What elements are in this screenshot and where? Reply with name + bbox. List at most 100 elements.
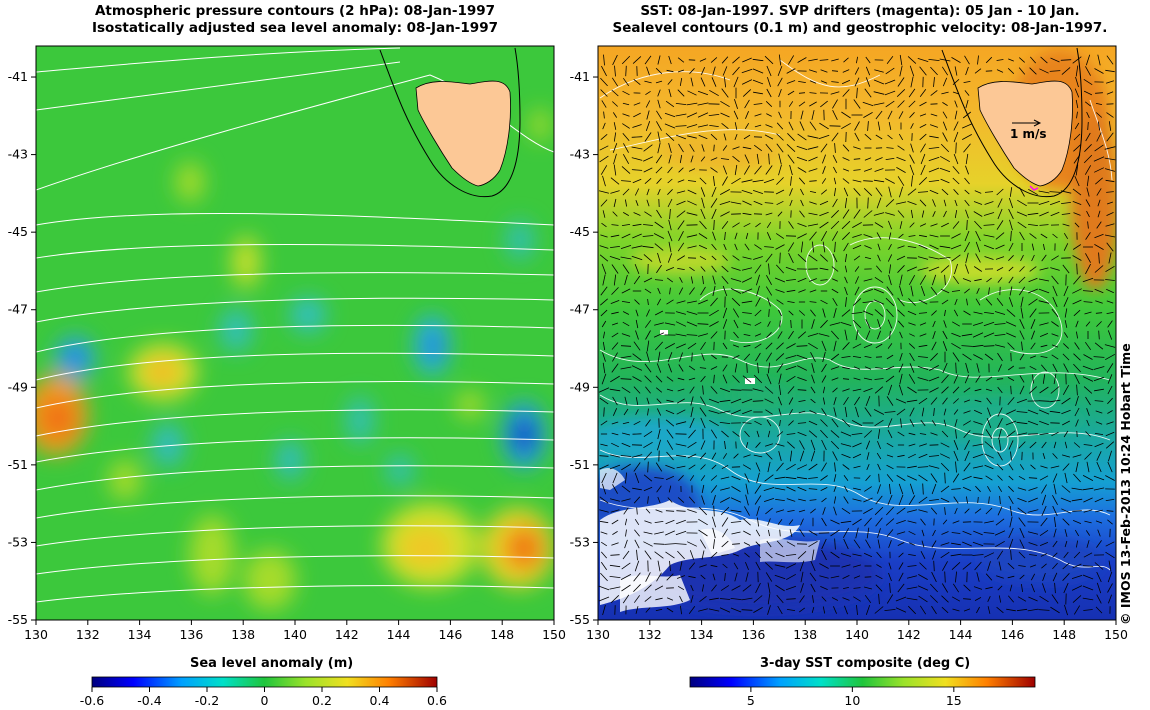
velocity-arrow <box>1106 288 1114 294</box>
velocity-arrow <box>1042 572 1046 582</box>
velocity-arrow <box>666 573 674 581</box>
velocity-arrow <box>1009 505 1013 517</box>
velocity-arrow <box>961 345 973 347</box>
velocity-arrow <box>820 69 828 73</box>
velocity-arrow <box>939 58 951 62</box>
velocity-arrow <box>994 311 1006 315</box>
velocity-arrow <box>1074 175 1080 187</box>
velocity-arrow <box>611 432 619 436</box>
velocity-arrow <box>645 386 651 394</box>
velocity-arrow <box>1007 377 1015 381</box>
velocity-arrow <box>621 288 631 294</box>
velocity-arrow <box>887 343 893 349</box>
velocity-arrow <box>1076 331 1078 339</box>
velocity-arrow <box>866 527 870 539</box>
velocity-arrow <box>1082 565 1094 567</box>
velocity-arrow <box>854 286 860 296</box>
velocity-arrow <box>809 191 817 193</box>
velocity-arrow <box>896 507 906 515</box>
velocity-arrow <box>765 143 773 153</box>
velocity-arrow <box>865 395 871 407</box>
velocity-arrow <box>1019 574 1025 580</box>
velocity-arrow <box>862 310 874 316</box>
velocity-arrow <box>1042 583 1046 593</box>
velocity-arrow <box>632 178 642 184</box>
velocity-arrow <box>799 210 805 218</box>
sst-cb-tick-label: 5 <box>747 693 755 708</box>
velocity-arrow <box>688 496 696 504</box>
velocity-arrow <box>730 278 742 282</box>
velocity-arrow <box>667 178 673 184</box>
velocity-arrow <box>713 219 715 231</box>
velocity-arrow <box>919 562 927 570</box>
velocity-arrow <box>819 200 829 206</box>
velocity-arrow <box>644 596 652 602</box>
velocity-arrow <box>985 388 993 392</box>
sla-colorbar-ticks: -0.6 -0.4 -0.2 0 0.2 0.4 0.6 <box>80 687 447 708</box>
velocity-arrow <box>787 386 795 394</box>
velocity-arrow <box>940 178 950 184</box>
velocity-arrow <box>1039 420 1049 426</box>
velocity-arrow <box>1061 454 1071 458</box>
velocity-arrow <box>951 342 961 350</box>
velocity-arrow <box>810 450 816 462</box>
velocity-arrow <box>863 344 873 348</box>
velocity-arrow <box>732 431 740 437</box>
velocity-arrow <box>831 132 839 142</box>
velocity-arrow <box>742 322 752 326</box>
velocity-arrow <box>1062 353 1070 361</box>
velocity-arrow <box>965 264 969 274</box>
velocity-arrow <box>875 495 883 505</box>
velocity-arrow <box>976 606 980 614</box>
velocity-arrow <box>964 189 970 195</box>
velocity-arrow <box>876 197 882 209</box>
velocity-arrow <box>598 190 610 194</box>
velocity-arrow <box>965 153 969 165</box>
velocity-arrow <box>687 441 697 449</box>
velocity-arrow <box>997 475 1003 481</box>
velocity-arrow <box>1050 606 1060 614</box>
velocity-arrow <box>908 443 916 447</box>
velocity-arrow <box>941 222 949 228</box>
velocity-arrow <box>734 363 738 373</box>
velocity-arrow <box>710 551 718 559</box>
velocity-arrow <box>798 607 806 613</box>
velocity-arrow <box>643 254 653 262</box>
velocity-arrow <box>1074 529 1080 537</box>
velocity-arrow <box>611 89 619 97</box>
velocity-arrow <box>931 274 937 286</box>
velocity-arrow <box>953 496 959 504</box>
velocity-arrow <box>942 330 948 340</box>
velocity-arrow <box>1071 575 1083 579</box>
velocity-arrow <box>920 551 926 559</box>
sea-level-anomaly-map <box>35 45 555 621</box>
velocity-arrow <box>688 429 696 439</box>
sla-cb-tick-label: -0.4 <box>137 693 161 708</box>
velocity-arrow <box>765 562 773 570</box>
velocity-arrow <box>766 221 772 229</box>
velocity-arrow <box>632 353 642 361</box>
velocity-arrow <box>855 527 859 539</box>
right-lon-tick-label: 144 <box>949 627 973 642</box>
velocity-arrow <box>1072 244 1082 250</box>
velocity-arrow <box>776 133 784 141</box>
left-lat-tick-label: -45 <box>8 224 28 239</box>
right-lon-tick-label: 132 <box>638 627 662 642</box>
velocity-arrow <box>1051 255 1059 261</box>
velocity-arrow <box>798 81 806 83</box>
velocity-arrow <box>665 409 675 415</box>
velocity-arrow <box>1028 224 1038 226</box>
velocity-arrow <box>864 486 872 492</box>
velocity-arrow <box>699 564 707 568</box>
velocity-arrow <box>776 200 784 206</box>
velocity-arrow <box>633 572 641 582</box>
right-title-line1: SST: 08-Jan-1997. SVP drifters (magenta)… <box>640 3 1080 19</box>
velocity-arrow <box>621 584 631 592</box>
velocity-arrow <box>603 407 605 417</box>
velocity-arrow <box>635 330 639 340</box>
velocity-arrow <box>820 475 828 481</box>
velocity-arrow <box>895 201 907 205</box>
velocity-arrow <box>620 455 632 457</box>
velocity-arrow <box>687 541 697 547</box>
velocity-arrow <box>808 420 818 426</box>
